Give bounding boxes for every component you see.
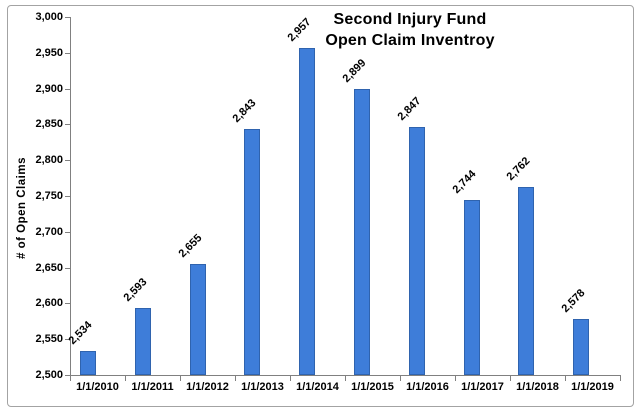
x-tick (400, 376, 401, 381)
x-tick (125, 376, 126, 381)
y-tick-label: 2,750 (35, 190, 63, 202)
x-tick-label: 1/1/2016 (406, 381, 449, 393)
x-tick (455, 376, 456, 381)
y-tick-label: 2,850 (35, 118, 63, 131)
y-tick (65, 52, 70, 54)
x-tick-label: 1/1/2018 (516, 381, 559, 393)
y-tick-label: 2,650 (35, 261, 63, 274)
x-tick-label: 1/1/2019 (571, 381, 614, 393)
x-tick (180, 376, 181, 381)
x-tick (70, 376, 71, 381)
y-tick-label: 3,000 (35, 11, 63, 23)
y-tick-label: 2,900 (35, 82, 63, 95)
x-tick (235, 376, 236, 381)
y-tick-label: 2,700 (35, 225, 63, 238)
bar (354, 89, 370, 375)
chart-frame (7, 5, 634, 407)
x-tick-label: 1/1/2015 (351, 381, 394, 393)
chart-title-line-1: Second Injury Fund (333, 11, 487, 28)
y-tick-label: 2,950 (35, 46, 63, 59)
x-tick (290, 376, 291, 381)
bar (134, 308, 151, 375)
bar (299, 47, 316, 375)
y-tick (65, 231, 70, 233)
x-tick (620, 376, 621, 381)
y-axis-line (70, 17, 71, 376)
y-tick (65, 17, 70, 18)
y-tick (65, 124, 70, 126)
y-axis-title: # of Open Claims (16, 157, 28, 259)
x-axis-line (70, 375, 621, 376)
bar (573, 319, 590, 375)
y-tick (65, 88, 70, 90)
bar (80, 350, 96, 375)
x-tick-label: 1/1/2013 (241, 381, 284, 393)
chart-title-line-2: Open Claim Inventroy (325, 32, 495, 49)
y-tick-label: 2,600 (35, 297, 63, 310)
bar (189, 264, 206, 375)
x-tick-label: 1/1/2010 (76, 381, 119, 393)
chart-title: Second Injury Fund Open Claim Inventroy (298, 9, 522, 51)
bar (518, 187, 535, 375)
x-tick-label: 1/1/2012 (186, 381, 229, 393)
x-tick-label: 1/1/2017 (461, 381, 504, 393)
bar (463, 200, 480, 375)
x-tick (510, 376, 511, 381)
y-tick-label: 2,550 (35, 333, 63, 346)
y-tick (65, 303, 70, 305)
y-tick-label: 2,500 (35, 369, 63, 381)
y-tick (65, 339, 70, 341)
x-tick (565, 376, 566, 381)
x-tick (345, 376, 346, 381)
y-tick (65, 375, 70, 376)
x-tick-label: 1/1/2011 (131, 381, 174, 393)
y-tick (65, 196, 70, 197)
y-tick (65, 267, 70, 269)
bar (408, 126, 425, 375)
x-tick-label: 1/1/2014 (296, 381, 339, 393)
y-tick-label: 2,800 (35, 154, 63, 167)
y-tick (65, 160, 70, 162)
bar (244, 129, 261, 375)
